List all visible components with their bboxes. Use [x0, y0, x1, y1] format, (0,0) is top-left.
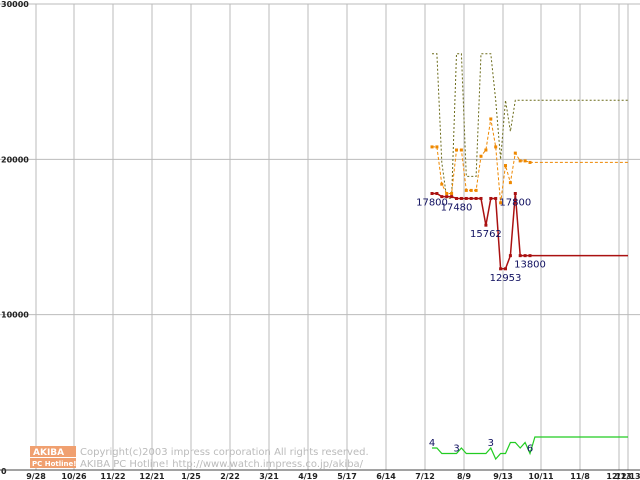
data-point-min: [459, 196, 463, 200]
y-axis-ticks: 0 10000 20000 30000: [1, 0, 29, 476]
data-point-avg: [489, 117, 493, 121]
data-point-avg: [499, 201, 503, 205]
data-point-avg: [455, 148, 458, 152]
x-tick-label: 9/28: [26, 472, 46, 480]
data-point-avg: [528, 160, 532, 164]
data-point-min: [489, 196, 493, 200]
data-point-avg: [479, 154, 483, 158]
logo-text-bottom: PC Hotline!: [32, 460, 76, 468]
data-point-avg: [504, 164, 507, 168]
x-axis-ticks: 9/28 10/26 11/22 12/21 1/25 2/22 3/21 4/19 5/17 6…: [26, 472, 640, 480]
x-tick-label: 3/21: [259, 472, 279, 480]
data-point-min: [494, 196, 498, 200]
series-line-max: [432, 53, 628, 199]
data-point-avg: [464, 188, 468, 192]
point-label: 17800: [416, 198, 448, 209]
point-label: 15762: [470, 229, 502, 240]
data-point-avg: [435, 145, 439, 149]
data-point-min: [435, 192, 439, 196]
data-point-avg: [484, 148, 488, 152]
data-point-min: [508, 254, 512, 258]
data-point-min: [464, 196, 468, 200]
x-tick-label: 6/14: [376, 472, 396, 480]
data-point-avg: [508, 181, 512, 185]
data-point-min: [528, 254, 532, 258]
data-point-avg: [450, 192, 454, 196]
data-point-min: [430, 192, 434, 196]
point-label: 3: [488, 438, 494, 449]
data-point-min: [445, 195, 449, 199]
x-tick-label: 8/9: [457, 472, 471, 480]
data-point-avg: [518, 159, 522, 163]
x-tick-label: 7/12: [415, 472, 435, 480]
data-point-avg: [474, 188, 478, 192]
logo-divider: [30, 457, 76, 458]
data-point-avg: [513, 151, 517, 155]
point-label: 13800: [514, 260, 546, 271]
y-tick-label: 30000: [1, 0, 29, 9]
data-point-avg: [523, 159, 527, 163]
data-point-min: [523, 254, 527, 258]
data-point-min: [499, 267, 503, 271]
logo-text-top: AKIBA: [33, 448, 64, 458]
x-tick-label: 11/22: [100, 472, 125, 480]
point-label: 3: [453, 444, 459, 455]
y-tick-label: 20000: [1, 155, 29, 164]
x-tick-label: 12/21: [139, 472, 165, 480]
point-label: 17480: [441, 202, 473, 213]
data-point-avg: [459, 148, 463, 152]
data-point-avg: [430, 145, 434, 149]
data-point-min: [513, 192, 517, 196]
data-point-min: [518, 254, 522, 258]
data-point-min: [440, 195, 444, 199]
x-tick-label: 4/19: [298, 472, 318, 480]
point-label: 12953: [490, 273, 522, 284]
x-tick-label: 1/25: [181, 472, 201, 480]
data-point-min: [484, 223, 488, 227]
x-tick-label: 10/11: [528, 472, 554, 480]
data-point-avg: [440, 182, 444, 186]
data-point-min: [469, 196, 473, 200]
data-point-min: [474, 196, 478, 200]
copyright-text: Copyright(c)2003 impress corporation All…: [80, 447, 369, 458]
y-tick-label: 10000: [1, 311, 29, 320]
x-tick-label: 11/8: [570, 472, 590, 480]
point-label: 4: [429, 438, 435, 449]
x-tick-label: 5/17: [337, 472, 357, 480]
data-point-min: [504, 267, 507, 271]
x-tick-label: 12/13: [615, 472, 640, 480]
y-tick-label: 0: [1, 467, 7, 476]
series-line-shops: [432, 436, 628, 461]
point-label: 6: [527, 444, 533, 455]
data-point-avg: [445, 192, 449, 196]
point-label: 17800: [499, 198, 531, 209]
site-url-text: AKIBA PC Hotline! http://www.watch.impre…: [80, 459, 364, 470]
data-point-min: [455, 196, 458, 200]
x-tick-label: 10/26: [61, 472, 87, 480]
x-tick-label: 9/13: [493, 472, 513, 480]
data-point-avg: [494, 145, 498, 149]
data-point-min: [450, 195, 454, 199]
data-point-avg: [469, 188, 473, 192]
series-markers: [430, 117, 532, 271]
watermark: AKIBA PC Hotline! Copyright(c)2003 impre…: [30, 446, 369, 470]
x-tick-label: 12/13: [606, 472, 631, 480]
x-tick-label: 2/22: [220, 472, 240, 480]
data-point-min: [479, 196, 483, 200]
